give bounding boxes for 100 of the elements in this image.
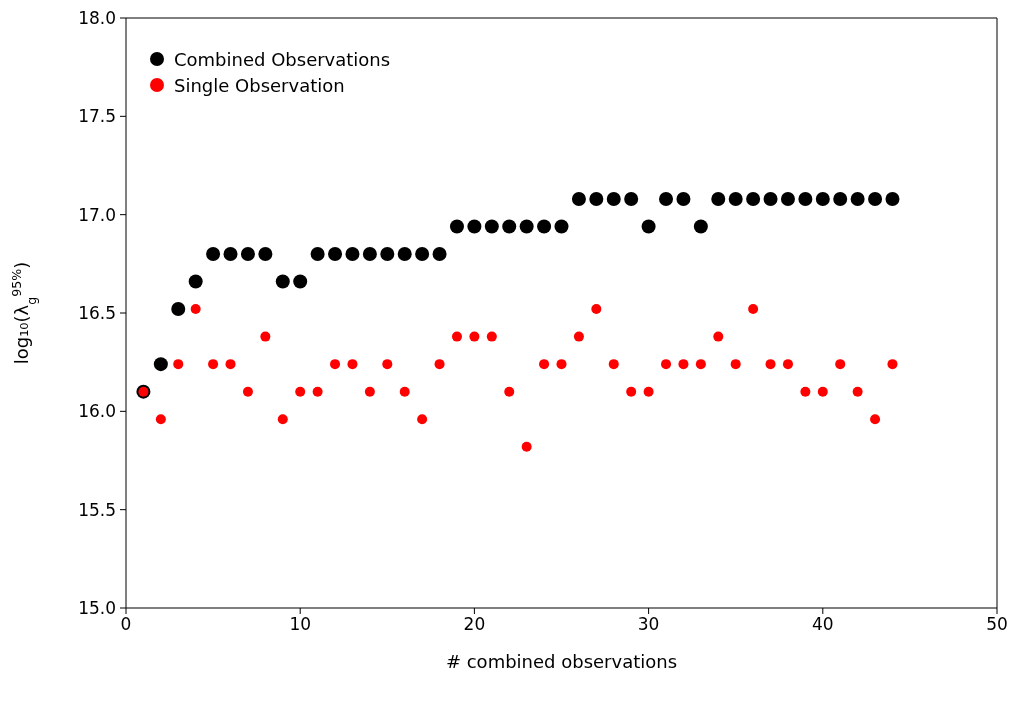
- point: [730, 359, 741, 370]
- point: [295, 386, 306, 397]
- point: [242, 386, 253, 397]
- point: [608, 359, 619, 370]
- point: [345, 247, 360, 261]
- y-tick-label: 17.0: [78, 204, 116, 225]
- point: [521, 441, 532, 452]
- point: [887, 359, 898, 370]
- point: [240, 247, 255, 261]
- point: [519, 219, 534, 234]
- point: [277, 414, 288, 425]
- point: [537, 219, 552, 234]
- point: [504, 386, 515, 397]
- point: [432, 247, 447, 261]
- point: [153, 357, 168, 372]
- point: [624, 191, 639, 206]
- point: [208, 359, 219, 370]
- point: [469, 331, 480, 342]
- point: [868, 191, 883, 206]
- x-tick-label: 30: [637, 614, 660, 635]
- point: [641, 219, 656, 234]
- point: [798, 191, 813, 206]
- y-tick-label: 17.5: [78, 106, 116, 127]
- point: [449, 219, 464, 234]
- x-axis-title: # combined observations: [445, 651, 678, 672]
- point: [347, 359, 358, 370]
- point: [661, 359, 672, 370]
- point: [310, 247, 325, 261]
- point: [364, 386, 375, 397]
- point: [885, 191, 900, 206]
- point: [782, 359, 793, 370]
- point: [589, 191, 604, 206]
- point: [571, 191, 586, 206]
- point: [852, 386, 863, 397]
- point: [258, 247, 273, 261]
- y-tick-label: 16.5: [78, 303, 116, 324]
- point: [399, 386, 410, 397]
- point: [225, 359, 236, 370]
- point: [223, 247, 238, 261]
- y-tick-label: 18.0: [78, 8, 116, 29]
- point: [312, 386, 323, 397]
- point: [626, 386, 637, 397]
- point: [800, 386, 811, 397]
- point: [293, 274, 308, 289]
- point: [206, 247, 221, 261]
- point: [606, 191, 621, 206]
- point: [711, 191, 726, 206]
- point: [188, 274, 203, 289]
- point: [486, 331, 497, 342]
- legend-label: Single Observation: [174, 74, 345, 96]
- point: [643, 386, 654, 397]
- point: [659, 191, 674, 206]
- x-tick-label: 40: [811, 614, 834, 635]
- point: [434, 359, 445, 370]
- point: [330, 359, 341, 370]
- point: [765, 359, 776, 370]
- point: [835, 359, 846, 370]
- point: [815, 191, 830, 206]
- point: [746, 191, 761, 206]
- x-tick-label: 0: [120, 614, 132, 635]
- point: [833, 191, 848, 206]
- point: [817, 386, 828, 397]
- point: [467, 219, 482, 234]
- point: [190, 304, 201, 315]
- point: [763, 191, 778, 206]
- point: [539, 359, 550, 370]
- point: [417, 414, 428, 425]
- point: [573, 331, 584, 342]
- x-tick-label: 10: [289, 614, 312, 635]
- point: [484, 219, 499, 234]
- y-tick-label: 15.0: [78, 598, 116, 619]
- point: [328, 247, 343, 261]
- point: [415, 247, 430, 261]
- point: [728, 191, 743, 206]
- point: [748, 304, 759, 315]
- point: [362, 247, 377, 261]
- point: [695, 359, 706, 370]
- point: [676, 191, 691, 206]
- point: [554, 219, 569, 234]
- x-tick-label: 50: [986, 614, 1008, 635]
- point: [171, 302, 186, 317]
- point: [382, 359, 393, 370]
- x-tick-label: 20: [463, 614, 486, 635]
- legend-label: Combined Observations: [174, 48, 391, 70]
- point: [693, 219, 708, 234]
- point: [173, 359, 184, 370]
- point: [155, 414, 166, 425]
- point: [870, 414, 881, 425]
- point: [451, 331, 462, 342]
- point: [275, 274, 290, 289]
- point: [380, 247, 395, 261]
- point: [780, 191, 795, 206]
- y-tick-label: 15.5: [78, 499, 116, 520]
- point: [591, 304, 602, 315]
- point: [260, 331, 271, 342]
- point: [850, 191, 865, 206]
- point: [397, 247, 412, 261]
- point: [556, 359, 567, 370]
- point: [502, 219, 517, 234]
- y-tick-label: 16.0: [78, 401, 116, 422]
